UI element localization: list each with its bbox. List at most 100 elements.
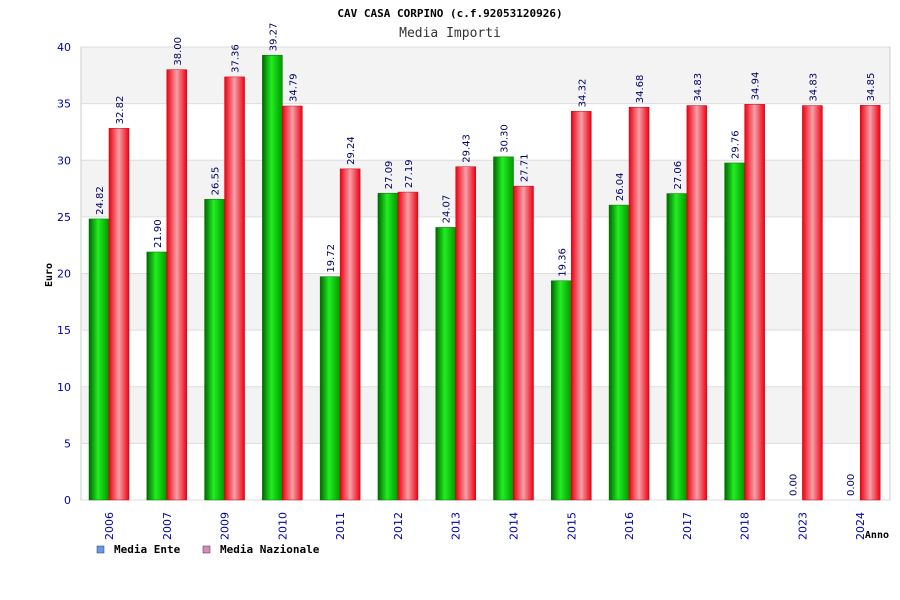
data-label: 29.24 xyxy=(346,136,357,165)
bar-media-nazionale xyxy=(802,105,823,501)
bar-media-nazionale xyxy=(166,69,188,501)
plot-band xyxy=(81,47,890,104)
x-tick-label: 2023 xyxy=(796,512,809,540)
bar-media-nazionale xyxy=(108,128,130,501)
y-tick-label: 5 xyxy=(64,437,71,450)
data-label: 19.72 xyxy=(326,244,337,273)
x-tick-label: 2014 xyxy=(508,512,521,540)
data-label: 32.82 xyxy=(115,96,126,125)
bar-media-nazionale xyxy=(513,185,534,501)
data-label: 34.32 xyxy=(577,79,588,108)
bar-media-ente xyxy=(146,251,168,501)
bar-media-nazionale xyxy=(455,166,476,501)
bar-media-nazionale xyxy=(628,106,650,501)
data-label: 34.68 xyxy=(635,75,646,104)
data-label: 26.04 xyxy=(615,172,626,201)
data-labels: 24.82 32.82 21.90 38.00 26.55 37.36 39.27 34.79… xyxy=(95,23,877,496)
data-label: 21.90 xyxy=(153,219,164,248)
x-tick-label: 2012 xyxy=(392,512,405,540)
bar-media-ente xyxy=(319,276,341,501)
x-tick-label: 2006 xyxy=(103,512,116,540)
data-label: 34.94 xyxy=(751,72,762,101)
data-label: 29.43 xyxy=(462,134,473,163)
x-tick-label: 2010 xyxy=(276,512,289,540)
bar-media-nazionale xyxy=(339,168,361,501)
y-tick-label: 30 xyxy=(57,154,71,167)
bar-media-ente xyxy=(88,218,110,501)
bar-media-ente xyxy=(377,192,399,501)
data-label: 39.27 xyxy=(268,23,279,52)
y-tick-label: 15 xyxy=(57,324,71,337)
bar-media-ente xyxy=(551,280,572,501)
bar-media-nazionale xyxy=(571,111,592,501)
x-axis-ticks: 2006 2007 2009 2010 2011 2012 2013 2014 2015 2016… xyxy=(103,512,867,540)
data-label: 27.09 xyxy=(384,161,395,190)
data-label: 38.00 xyxy=(173,37,184,66)
bar-media-nazionale xyxy=(224,76,245,501)
y-tick-label: 0 xyxy=(64,494,71,507)
y-tick-label: 20 xyxy=(57,268,71,281)
data-label: 37.36 xyxy=(231,44,242,73)
y-tick-label: 25 xyxy=(57,211,71,224)
bar-media-ente xyxy=(608,204,630,501)
bar-media-ente xyxy=(204,199,225,501)
data-label: 24.07 xyxy=(442,195,453,224)
chart-subtitle: Media Importi xyxy=(399,26,501,41)
data-label: 30.30 xyxy=(500,124,511,153)
data-label: 34.83 xyxy=(693,73,704,102)
x-tick-label: 2015 xyxy=(565,512,578,540)
legend-label-media-nazionale: Media Nazionale xyxy=(220,543,320,556)
bar-media-ente xyxy=(435,227,456,501)
data-label: 24.82 xyxy=(95,186,106,215)
data-label: 34.85 xyxy=(866,73,877,102)
y-tick-label: 10 xyxy=(57,381,71,394)
x-tick-label: 2024 xyxy=(854,512,867,540)
plot-band xyxy=(81,103,890,161)
legend-label-media-ente: Media Ente xyxy=(114,543,181,556)
data-label: 27.71 xyxy=(520,154,531,183)
data-label: 0.00 xyxy=(788,474,799,496)
bar-media-ente xyxy=(724,162,745,501)
data-label: 27.06 xyxy=(673,161,684,190)
bar-media-ente xyxy=(666,193,688,501)
y-axis-title: Euro xyxy=(44,263,55,287)
y-tick-label: 40 xyxy=(57,41,71,54)
bar-media-ente xyxy=(493,156,514,501)
legend: Media Ente Media Nazionale xyxy=(96,543,320,556)
x-tick-label: 2016 xyxy=(623,512,636,540)
plot-band xyxy=(81,273,890,331)
bars xyxy=(88,55,881,501)
y-axis-ticks: 0 5 10 15 20 25 30 35 40 xyxy=(57,41,71,507)
x-axis-title: Anno xyxy=(865,530,889,541)
plot-band xyxy=(81,160,890,217)
x-tick-label: 2018 xyxy=(739,512,752,540)
bar-media-nazionale xyxy=(282,105,303,501)
data-label: 29.76 xyxy=(731,130,742,159)
bar-media-nazionale xyxy=(397,191,419,501)
plot-band xyxy=(81,330,890,387)
data-label: 27.19 xyxy=(404,159,415,188)
x-tick-label: 2013 xyxy=(450,512,463,540)
legend-swatch-media-ente xyxy=(96,545,105,554)
data-label: 0.00 xyxy=(846,474,857,496)
chart-title: CAV CASA CORPINO (c.f.92053120926) xyxy=(337,7,562,20)
plot-band xyxy=(81,216,890,274)
x-tick-label: 2007 xyxy=(161,512,174,540)
data-label: 26.55 xyxy=(211,167,222,196)
bar-media-nazionale xyxy=(744,104,765,501)
x-tick-label: 2011 xyxy=(334,512,347,540)
plot-band xyxy=(81,386,890,444)
x-tick-label: 2009 xyxy=(219,512,232,540)
data-label: 19.36 xyxy=(557,248,568,277)
plot-band xyxy=(81,443,890,500)
bar-media-nazionale xyxy=(859,105,881,501)
x-tick-label: 2017 xyxy=(681,512,694,540)
data-label: 34.79 xyxy=(288,73,299,102)
data-label: 34.83 xyxy=(808,73,819,102)
y-tick-label: 35 xyxy=(57,98,71,111)
bar-media-ente xyxy=(262,55,283,501)
legend-swatch-media-nazionale xyxy=(202,545,211,554)
bar-media-nazionale xyxy=(686,105,708,501)
